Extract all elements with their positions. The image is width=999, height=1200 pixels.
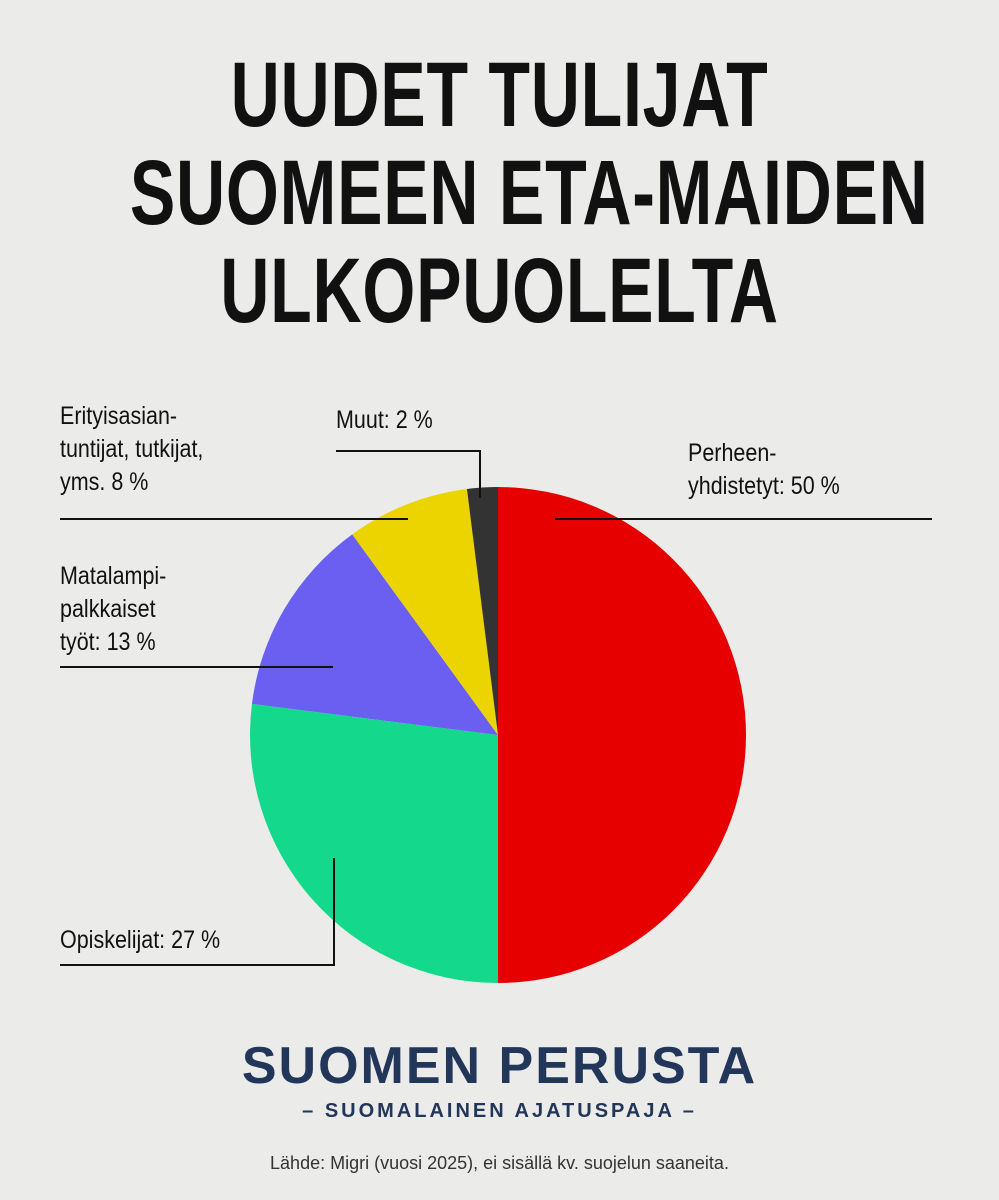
chart-title-line: SUOMEEN ETA-MAIDEN [129,142,929,244]
source-note: Lähde: Migri (vuosi 2025), ei sisällä kv… [270,1153,729,1173]
pie-slice-opiskelijat [250,703,498,983]
slice-label-line: yms. 8 % [60,468,149,496]
brand-tagline: – SUOMALAINEN AJATUSPAJA – [302,1100,697,1122]
brand-logo: SUOMEN PERUSTA [241,1037,758,1095]
pie-slice-muut [466,487,498,735]
leader-line-muut [336,450,481,498]
slice-label-line: tuntijat, tutkijat, [60,435,204,463]
pie-slice-matalapalkkaiset [251,534,498,735]
slice-label-perheenyhdistetyt: Perheen- yhdistetyt: 50 % [688,437,840,503]
slice-label-line: työt: 13 % [60,628,156,656]
chart-title: UUDET TULIJAT SUOMEEN ETA-MAIDEN ULKOPUO… [129,44,929,342]
slice-label-line: Opiskelijat: 27 % [60,926,221,954]
slice-label-line: Matalampi- [60,562,167,590]
slice-label-opiskelijat: Opiskelijat: 27 % [60,924,220,957]
pie-slice-erityisasiantuntijat [352,488,498,735]
slice-label-matalapalkkaiset: Matalampi- palkkaiset työt: 13 % [60,560,166,659]
leader-line-opiskelijat [60,858,335,966]
chart-title-line: ULKOPUOLELTA [220,240,779,342]
slice-label-line: Muut: 2 % [336,406,433,434]
slice-label-line: palkkaiset [60,595,156,623]
chart-title-line: UUDET TULIJAT [230,44,769,146]
slice-label-line: Perheen- [688,439,777,467]
pie-slice-perheenyhdistetyt [498,487,746,983]
slice-label-erityisasiantuntijat: Erityisasian- tuntijat, tutkijat, yms. 8… [60,400,203,499]
slice-label-muut: Muut: 2 % [336,404,433,437]
slice-label-line: yhdistetyt: 50 % [688,472,840,500]
slice-label-line: Erityisasian- [60,402,178,430]
